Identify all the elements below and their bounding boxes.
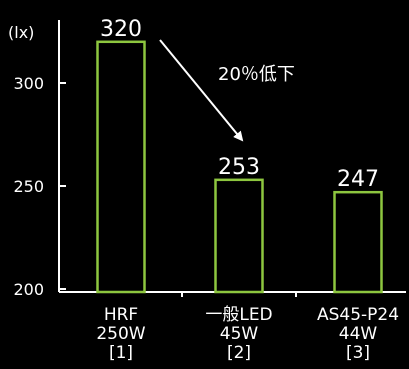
x-category-label: [3]: [346, 343, 370, 363]
decrease-arrow: [159, 39, 244, 142]
y-tick-label: 200: [13, 280, 44, 299]
bar: [333, 190, 383, 294]
data-label: 320: [100, 17, 142, 42]
x-category-label: 一般LED: [205, 305, 272, 325]
x-category-label: HRF: [104, 305, 138, 325]
y-tick-label: 250: [13, 177, 44, 196]
decrease-annotation: 20％低下: [218, 64, 295, 85]
x-category-label: [1]: [109, 343, 133, 363]
data-label: 247: [337, 167, 379, 192]
data-labels: 320 253 247: [100, 17, 379, 192]
bar: [96, 40, 146, 294]
x-category-label: 44W: [339, 324, 378, 344]
bar: [214, 178, 264, 294]
x-category-label: [2]: [227, 343, 251, 363]
y-axis-unit-label: (lx): [8, 23, 34, 42]
data-label: 253: [218, 155, 260, 180]
x-category-label: 45W: [220, 324, 259, 344]
x-category-label: AS45-P24: [317, 305, 399, 325]
y-ticks: 200 250 300: [13, 74, 66, 299]
y-tick-label: 300: [13, 74, 44, 93]
bars: [96, 40, 383, 294]
x-category-label: 250W: [96, 324, 145, 344]
